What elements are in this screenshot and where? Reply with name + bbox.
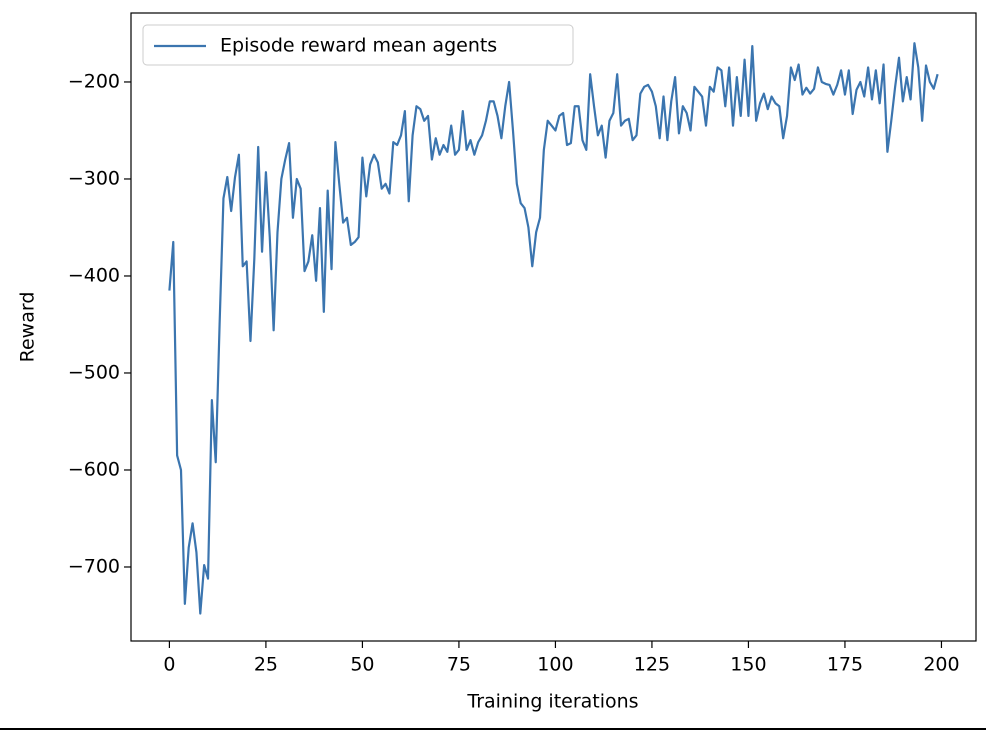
x-tick-label: 125 [634, 654, 670, 676]
x-tick-label: 0 [163, 654, 175, 676]
y-tick-label: −700 [68, 555, 120, 577]
y-tick-label: −600 [68, 458, 120, 480]
x-tick-label: 50 [350, 654, 374, 676]
plot-frame [130, 12, 977, 642]
legend-box [142, 24, 574, 66]
x-tick-label: 100 [537, 654, 573, 676]
y-tick-label: −200 [68, 70, 120, 92]
x-tick-label: 200 [923, 654, 959, 676]
x-tick-label: 75 [447, 654, 471, 676]
y-tick-label: −400 [68, 264, 120, 286]
y-tick-label: −500 [68, 361, 120, 383]
x-tick-label: 150 [730, 654, 766, 676]
x-tick-label: 25 [254, 654, 278, 676]
y-tick-label: −300 [68, 167, 120, 189]
x-axis-label: Training iterations [466, 691, 638, 713]
y-axis-label: Reward [17, 292, 39, 363]
x-tick-label: 175 [827, 654, 863, 676]
line-series [168, 42, 939, 615]
legend-label: Episode reward mean agents [220, 35, 497, 57]
